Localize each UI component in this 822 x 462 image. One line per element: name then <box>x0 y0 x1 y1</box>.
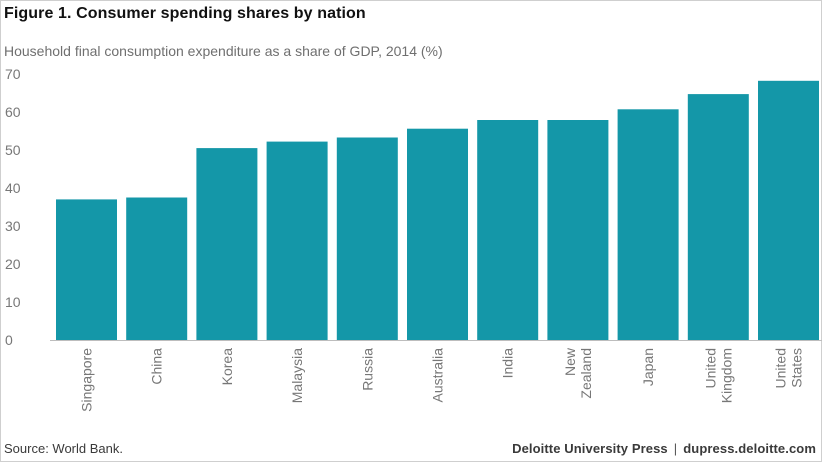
y-tick-label: 20 <box>5 256 21 272</box>
bar <box>477 120 539 340</box>
figure-title: Figure 1. Consumer spending shares by na… <box>4 5 366 22</box>
x-category-label: Korea <box>219 348 235 386</box>
x-category-label: Malaysia <box>289 348 305 403</box>
x-category-label: New <box>562 347 578 376</box>
bar <box>407 128 468 340</box>
x-category-label: China <box>149 348 165 385</box>
x-category-label: Singapore <box>79 348 95 412</box>
y-tick-label: 0 <box>5 332 13 348</box>
bar <box>547 120 609 340</box>
bars <box>56 80 819 341</box>
y-tick-label: 70 <box>5 66 21 82</box>
y-tick-label: 10 <box>5 294 21 310</box>
bar <box>266 141 328 340</box>
x-category-label: India <box>500 348 516 379</box>
x-category-label: Australia <box>430 348 446 403</box>
publisher-credit: Deloitte University Press | dupress.deloit… <box>512 441 816 456</box>
bar <box>758 80 819 341</box>
y-tick-label: 30 <box>5 218 21 234</box>
y-axis-ticks: 0 10 20 30 40 50 60 70 <box>5 66 21 348</box>
bar <box>56 199 117 340</box>
bar <box>336 137 398 340</box>
credit-publisher: Deloitte University Press <box>512 441 668 456</box>
bar <box>126 197 188 340</box>
y-tick-label: 50 <box>5 142 21 158</box>
credit-separator: | <box>673 441 678 456</box>
bar <box>617 109 679 340</box>
bar <box>687 94 749 340</box>
x-category-label: United <box>702 348 718 388</box>
x-category-label: Japan <box>640 348 656 386</box>
x-category-label: States <box>789 348 805 388</box>
y-tick-label: 40 <box>5 180 21 196</box>
x-axis-labels: Singapore China Korea Malaysia Russia Austral… <box>79 347 805 412</box>
figure-subtitle: Household final consumption expenditure … <box>4 43 443 59</box>
x-category-label: Russia <box>359 348 375 391</box>
source-note: Source: World Bank. <box>4 441 123 456</box>
y-tick-label: 60 <box>5 104 21 120</box>
credit-website: dupress.deloitte.com <box>683 441 816 456</box>
bar <box>196 148 258 340</box>
x-category-label: Zealand <box>578 348 594 399</box>
x-category-label: United <box>773 348 789 388</box>
x-category-label: Kingdom <box>718 348 734 403</box>
